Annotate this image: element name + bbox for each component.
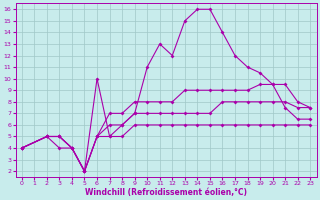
X-axis label: Windchill (Refroidissement éolien,°C): Windchill (Refroidissement éolien,°C) (85, 188, 247, 197)
